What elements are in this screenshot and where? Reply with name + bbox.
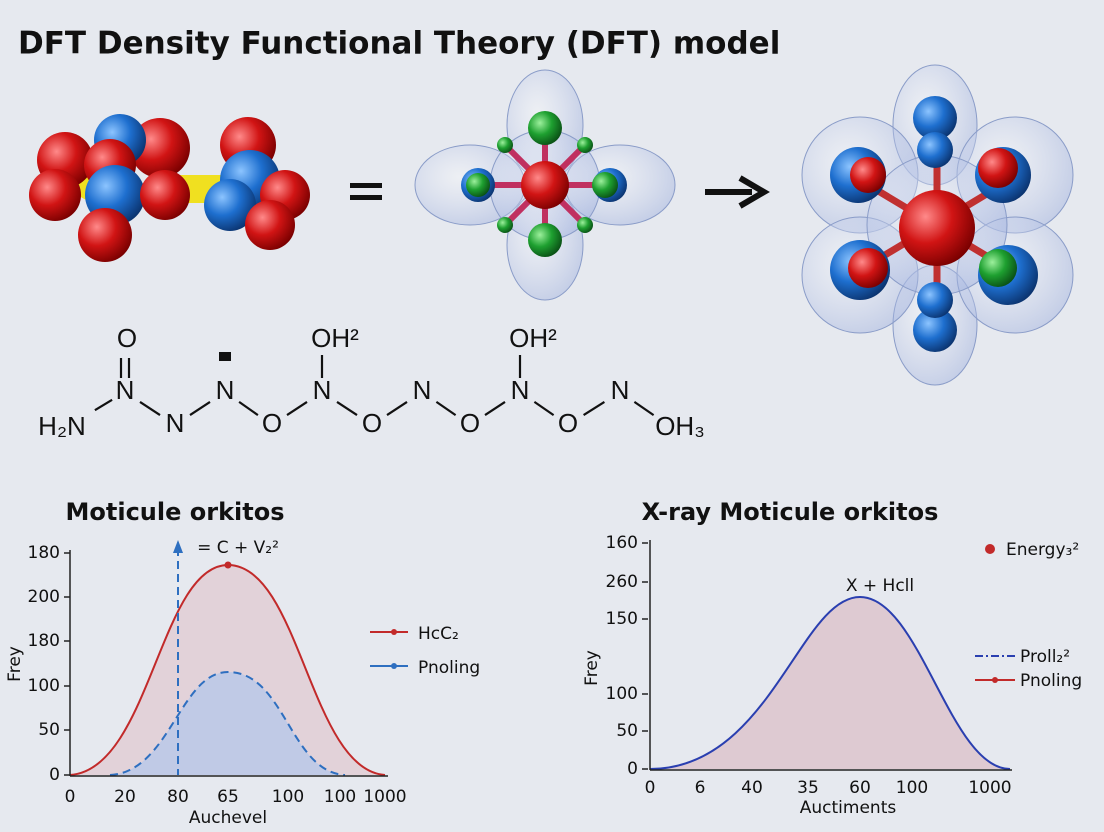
area [110,672,345,775]
peak [224,561,232,569]
equals-sign [350,183,382,200]
x-tick-label: 0 [65,787,76,807]
x-tick-label: 1000 [363,787,406,807]
bond [286,400,308,417]
y-tick-label: 100 [28,676,60,696]
y-tick-label: 50 [38,720,60,740]
molecule-middle [414,69,676,301]
x-tick-label: 65 [217,787,239,807]
bond [386,400,408,417]
legend-entry: HcC₂ [418,624,459,644]
arrow [705,175,770,209]
atom: OH₃ [655,411,705,441]
atom: O [117,323,137,353]
y-label: Frey [582,650,602,686]
y-tick-label: 180 [28,543,60,563]
legend-entry: Pnoling [418,658,480,678]
atom: N [313,375,332,405]
chart-title: X-ray Moticule orkitos [642,498,939,526]
x-tick-label: 40 [741,778,763,798]
x-tick-label: 100 [896,778,928,798]
arrowhead [173,540,183,553]
atom: N [116,375,135,405]
bond [139,400,161,417]
legend-swatch [985,544,995,554]
y-tick-label: 50 [616,721,638,741]
y-tick-label: 150 [606,609,638,629]
y-tick-label: 180 [28,631,60,651]
formula: O N N N O OH² N O N O OH² N O N OH₃ H₂N [38,323,705,441]
molecule-right [801,64,1074,386]
y-tick-label: 260 [606,572,638,592]
x-label: Auctiments [800,798,897,818]
curve [109,670,346,776]
atom: N [413,375,432,405]
bond [336,400,358,417]
atom: OH² [509,323,557,353]
bond [189,400,211,417]
chart-left: Moticule orkitos = C + V₂² Frey Auchevel… [5,498,480,828]
area [650,597,1010,769]
bond [238,400,259,417]
atom: N [216,375,235,405]
y-tick-label: 0 [627,759,638,779]
atom: O [362,408,382,438]
annotation: X + Hcll [846,576,914,596]
atom: O [262,408,282,438]
y-label: Frey [5,646,25,682]
annotation: = C + V₂² [197,538,279,558]
bond [533,400,555,417]
molecule-left [29,114,310,262]
x-tick-label: 80 [167,787,189,807]
x-tick-label: 20 [114,787,136,807]
bond [435,400,457,417]
bond [94,398,113,412]
title: DFT Density Functional Theory (DFT) mode… [18,26,780,62]
bond [583,400,605,417]
legend-entry: Proll₂² [1020,647,1070,667]
area [70,565,385,775]
x-tick-label: 100 [272,787,304,807]
y-tick-label: 0 [49,765,60,785]
x-tick-label: 100 [324,787,356,807]
curve [649,595,1011,770]
atom: O [460,408,480,438]
atom: N [611,375,630,405]
legend-swatch [391,629,397,635]
legend-swatch [992,677,998,683]
y-tick-label: 160 [606,533,638,553]
legend-entry: Pnoling [1020,671,1082,691]
chart-right: X-ray Moticule orkitos X + Hcll Frey Auc… [582,498,1082,818]
y-tick-label: 200 [28,587,60,607]
atom: N [166,408,185,438]
atom: H₂N [38,411,86,441]
x-tick-label: 0 [645,778,656,798]
bond-mark [219,352,231,361]
atom: OH² [311,323,359,353]
bond [484,400,506,417]
x-label: Auchevel [189,808,267,828]
atom: N [511,375,530,405]
x-tick-label: 1000 [968,778,1011,798]
legend-entry: Energy₃² [1006,540,1079,560]
legend-swatch [391,663,397,669]
atom: O [558,408,578,438]
x-tick-label: 35 [797,778,819,798]
x-tick-label: 6 [695,778,706,798]
x-tick-label: 60 [849,778,871,798]
bond [633,400,655,417]
y-tick-label: 100 [606,684,638,704]
chart-title: Moticule orkitos [66,498,285,526]
